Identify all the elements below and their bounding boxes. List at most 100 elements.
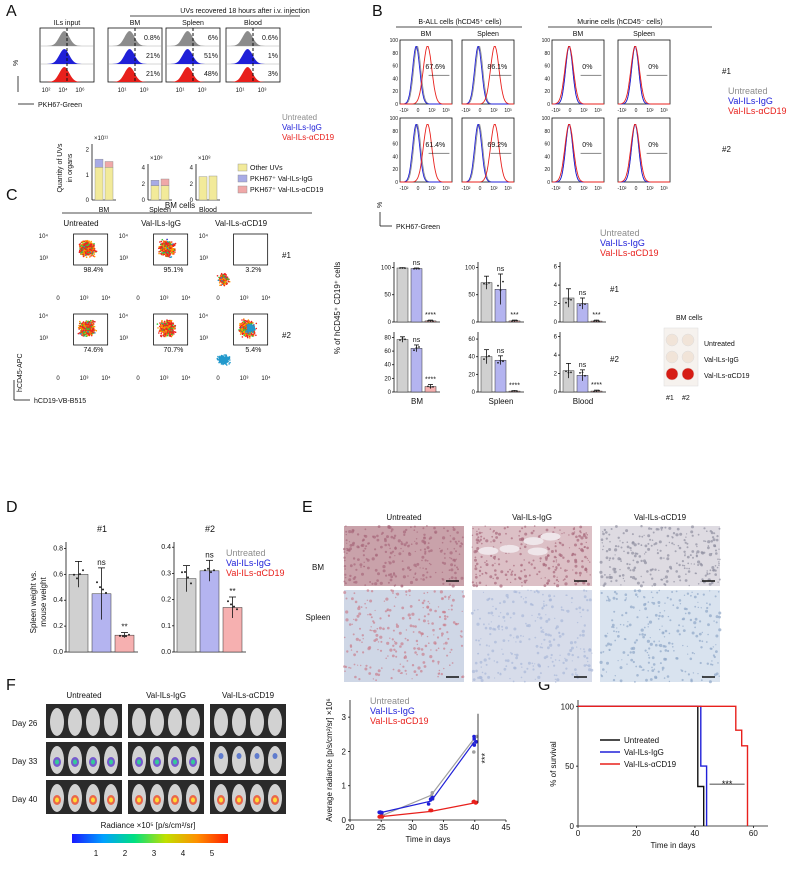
panel-c-dot [87,247,90,249]
panel-e-cell [393,534,397,537]
panel-c-ytick: 10⁴ [39,313,49,320]
panel-e-cell [581,565,584,569]
panel-e-cell [660,578,663,581]
panel-e-cell [423,615,426,618]
panel-e-cell [497,558,500,561]
panel-c-dot [222,358,225,360]
panel-a-pct: 0.8% [144,35,160,42]
panel-c-dot [250,328,253,331]
panel-letter-c: C [6,187,18,204]
panel-b-ytick: 20 [392,167,398,173]
panel-e-cell [380,545,383,549]
panel-e-cell [461,543,464,546]
panel-e-cell [602,548,604,551]
panel-c-dot [160,324,162,327]
panel-e-cell [559,542,562,545]
panel-c-xtick: 0 [56,376,60,382]
panel-e-cell [652,531,655,534]
panel-e-cell [552,575,556,578]
panel-c-bar-tick: 0 [472,390,476,396]
panel-e-cell [500,570,504,574]
panel-e-cell [444,617,447,621]
panel-e-cell [358,612,362,616]
panel-c-dotpt [579,304,581,307]
panel-e-cell [343,556,346,559]
panel-e-cell [710,540,713,543]
panel-e-cell [349,547,352,551]
panel-e-cell [422,578,425,581]
panel-e-cell [368,542,370,545]
panel-b-ytick: 0 [395,102,398,108]
panel-e-cell [349,667,352,669]
panel-c-dot [218,361,220,364]
panel-c-dot [84,240,87,243]
panel-c-dot [85,256,88,259]
panel-e-cell [651,585,653,587]
legend-untreated: Untreated [600,228,640,238]
panel-c-dot [85,327,88,330]
panel-e-cell [617,545,620,548]
panel-c-bar [396,267,409,323]
panel-e-cell [452,598,455,602]
panel-c-dot [165,335,167,338]
panel-c-dot [161,319,163,322]
legend-cd19: Val-ILs-αCD19 [226,568,285,578]
panel-e-cell [379,635,383,639]
panel-d-dotpt [190,582,192,585]
panel-e-cell [697,583,700,585]
panel-c-dot [78,324,80,327]
panel-e-cell [413,525,416,528]
panel-e-col: Val-ILs-αCD19 [634,513,687,522]
panel-c-dot [80,251,83,254]
panel-e-cell [650,544,653,547]
panel-e-cell [475,538,479,542]
panel-e-cell [672,532,676,535]
panel-c-ytick: 10³ [119,336,128,342]
panel-b-col: BM [573,31,584,38]
panel-e-cell [345,525,347,527]
panel-e-cell [355,568,358,571]
panel-e-cell [714,573,717,576]
panel-c-dot [79,327,81,329]
panel-e-cell [711,581,714,585]
panel-c-xtick: 10³ [240,296,249,302]
panel-e-cell [451,584,455,588]
panel-e-cell [532,559,535,562]
panel-e-cell [430,563,432,566]
panel-e-cell [400,542,404,546]
panel-e-cell [646,570,649,573]
panel-c-dot [82,245,84,247]
panel-c-dot [87,243,90,245]
panel-c-bar-tick: 4 [554,283,558,289]
panel-e-cell [362,549,365,553]
panel-e-cell [400,547,402,550]
panel-c-dotpt [593,320,595,322]
panel-e-cell [454,560,456,563]
panel-c-dot [86,239,89,242]
panel-c-pellet [681,367,695,381]
panel-e-cell [609,557,612,560]
panel-e-cell [685,536,687,538]
panel-e-cell [343,636,346,639]
panel-e-cell [433,526,436,530]
panel-e-cell [697,533,700,536]
panel-e-cell [553,526,556,529]
panel-e-cell [619,568,621,571]
panel-c-dot [89,243,92,246]
panel-c-dot [81,243,83,246]
panel-c-dot [221,358,223,361]
panel-e-cell [397,669,401,673]
panel-e-cell [353,563,356,566]
panel-d-dotpt [73,573,75,576]
panel-c-dot [83,325,85,327]
panel-e-cell [545,558,548,561]
panel-b-ytick: 20 [544,167,550,173]
panel-e-cell [348,530,352,534]
panel-e-cell [674,550,677,553]
panel-e-cell [394,547,397,550]
panel-d-sig: ns [97,558,105,567]
panel-e-cell [344,670,346,672]
panel-e-cell [640,575,642,578]
panel-e-cell [345,539,348,542]
panel-e-cell [536,573,539,576]
